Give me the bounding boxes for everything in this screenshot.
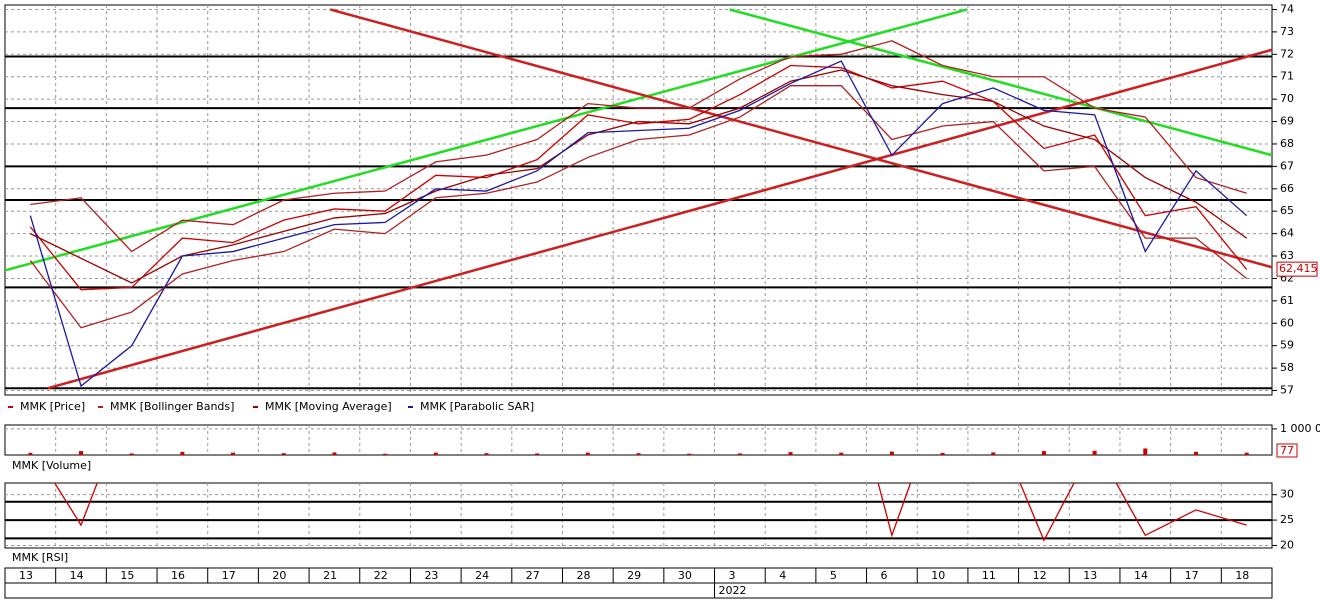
last-value-label: 62,415 <box>1279 262 1318 275</box>
x-tick-label: 24 <box>475 569 489 582</box>
panel-frame <box>4 482 1273 549</box>
y-tick-label: 73 <box>1280 25 1294 38</box>
y-tick-label: 59 <box>1280 339 1294 352</box>
y-tick-label: 64 <box>1280 227 1294 240</box>
x-tick-label: 17 <box>222 569 236 582</box>
y-tick-label: 66 <box>1280 182 1294 195</box>
bar <box>1092 450 1097 455</box>
y-tick-label: 61 <box>1280 294 1294 307</box>
x-tick-label: 17 <box>1185 569 1199 582</box>
x-tick-label: 15 <box>120 569 134 582</box>
bar <box>332 452 337 455</box>
panel-title: MMK [RSI] <box>12 551 68 564</box>
bar <box>79 451 84 455</box>
series-line <box>29 85 1248 329</box>
bar <box>231 452 236 455</box>
x-tick-label: 13 <box>1083 569 1097 582</box>
panel-frame <box>4 424 1273 456</box>
x-tick-label: 5 <box>830 569 837 582</box>
series-line <box>30 40 1247 253</box>
bar <box>484 453 489 455</box>
bar <box>383 453 388 455</box>
bar <box>281 453 286 455</box>
bar <box>940 452 945 455</box>
x-tick-label: 22 <box>374 569 388 582</box>
y-tick-label: 67 <box>1280 159 1294 172</box>
x-tick-label: 3 <box>729 569 736 582</box>
y-tick-label: 30 <box>1280 488 1294 501</box>
x-tick-label: 4 <box>779 569 786 582</box>
y-tick-label: 1 000 00 <box>1280 422 1320 435</box>
series-line <box>29 60 1248 388</box>
y-tick-label: 25 <box>1280 513 1294 526</box>
bar <box>788 452 793 455</box>
bar <box>889 451 894 455</box>
bar <box>129 453 134 455</box>
trend-line <box>47 48 1272 390</box>
trend-line <box>729 8 1272 157</box>
bar <box>535 453 540 455</box>
y-tick-label: 60 <box>1280 316 1294 329</box>
legend-label: MMK [Price] <box>20 400 85 413</box>
x-tick-label: 16 <box>171 569 185 582</box>
x-tick-label: 13 <box>19 569 33 582</box>
last-value-box <box>1276 443 1298 458</box>
bar <box>433 452 438 455</box>
x-tick-label: 20 <box>272 569 286 582</box>
last-value-label: 77 <box>1280 444 1294 457</box>
y-tick-label: 57 <box>1280 384 1294 397</box>
trend-line <box>330 8 1272 269</box>
x-tick-label: 14 <box>70 569 84 582</box>
legend-label: MMK [Moving Average] <box>265 400 392 413</box>
bar <box>1244 452 1249 455</box>
x-tick-label: 23 <box>424 569 438 582</box>
bar <box>737 453 742 455</box>
last-value-box <box>1276 261 1318 277</box>
plot <box>53 483 1247 542</box>
x-tick-label: 10 <box>931 569 945 582</box>
x-tick-label: 6 <box>881 569 888 582</box>
x-tick-label: 29 <box>627 569 641 582</box>
x-tick-label: 21 <box>323 569 337 582</box>
bar <box>636 453 641 455</box>
x-tick-label: 12 <box>1033 569 1047 582</box>
y-tick-label: 65 <box>1280 204 1294 217</box>
plot <box>28 448 1249 455</box>
x-tick-label: 14 <box>1134 569 1148 582</box>
x-tick-label: 11 <box>982 569 996 582</box>
plot <box>5 8 1272 390</box>
trend-line <box>5 8 968 272</box>
panel-title: MMK [Volume] <box>12 459 91 472</box>
bar <box>839 452 844 455</box>
y-tick-label: 58 <box>1280 361 1294 374</box>
bar <box>991 452 996 455</box>
bar <box>1193 451 1198 455</box>
y-tick-label: 68 <box>1280 137 1294 150</box>
y-tick-label: 74 <box>1280 2 1294 15</box>
bar <box>585 452 590 455</box>
x-tick-label: 27 <box>526 569 540 582</box>
x-tick-label: 18 <box>1235 569 1249 582</box>
y-tick-label: 70 <box>1280 92 1294 105</box>
series-line <box>30 69 1248 284</box>
legend-label: MMK [Bollinger Bands] <box>110 400 234 413</box>
bar <box>180 451 185 455</box>
series-line <box>29 64 1248 291</box>
y-tick-label: 71 <box>1280 70 1294 83</box>
rsi-line <box>53 483 1247 542</box>
y-tick-label: 20 <box>1280 538 1294 551</box>
bar <box>687 453 692 455</box>
legend-label: MMK [Parabolic SAR] <box>420 400 534 413</box>
y-tick-label: 69 <box>1280 115 1294 128</box>
y-tick-label: 63 <box>1280 249 1294 262</box>
bar <box>1041 451 1046 455</box>
bar <box>28 452 33 455</box>
x-tick-label: 30 <box>678 569 692 582</box>
x-tick-label: 28 <box>576 569 590 582</box>
year-label: 2022 <box>719 584 747 597</box>
y-tick-label: 72 <box>1280 47 1294 60</box>
bar <box>1143 448 1148 455</box>
